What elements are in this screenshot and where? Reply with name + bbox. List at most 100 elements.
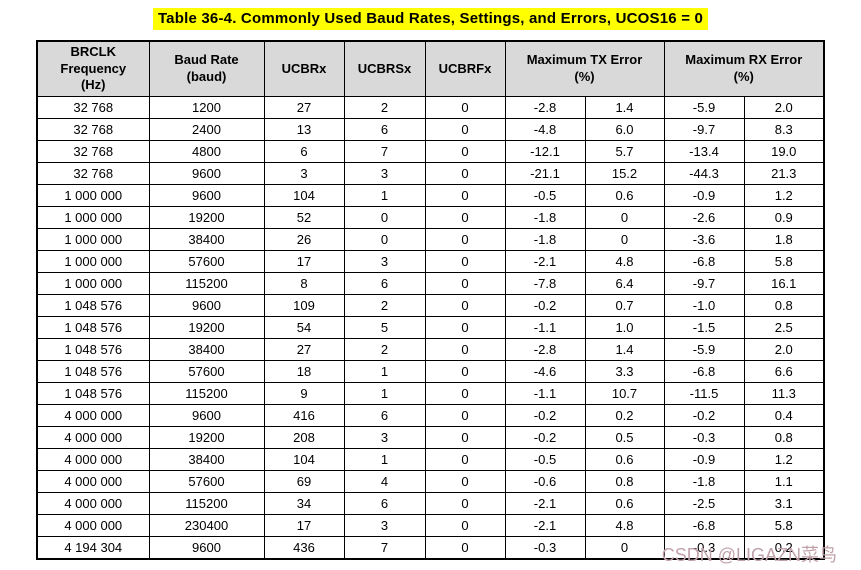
table-cell: 17: [263, 514, 345, 537]
table-cell: 27: [263, 96, 345, 119]
table-cell: 1: [343, 184, 426, 207]
table-cell: 0.6: [584, 492, 665, 515]
table-cell: -0.9: [663, 448, 745, 471]
table-row: 32 768 4800 6 7 0 -12.1 5.7 -13.4 19.0: [36, 140, 825, 163]
table-cell: 0.4: [743, 404, 825, 427]
table-title: Table 36-4. Commonly Used Baud Rates, Se…: [152, 8, 709, 30]
table-cell: 9600: [148, 162, 265, 185]
table-cell: -0.2: [663, 404, 745, 427]
table-cell: -1.8: [504, 228, 586, 251]
table-row: 4 000 000 9600 416 6 0 -0.2 0.2 -0.2 0.4: [36, 404, 825, 427]
table-cell: -0.2: [504, 294, 586, 317]
table-cell: 4 000 000: [36, 404, 150, 427]
table-cell: 9600: [148, 536, 265, 560]
table-cell: 0.8: [743, 294, 825, 317]
table-cell: -1.8: [663, 470, 745, 493]
table-cell: 19.0: [743, 140, 825, 163]
table-cell: 54: [263, 316, 345, 339]
table-cell: 5.8: [743, 514, 825, 537]
table-cell: 0: [584, 536, 665, 560]
table-cell: 38400: [148, 448, 265, 471]
table-cell: -1.1: [504, 382, 586, 405]
table-cell: -2.6: [663, 206, 745, 229]
table-cell: 5.8: [743, 250, 825, 273]
table-cell: 32 768: [36, 118, 150, 141]
table-cell: 32 768: [36, 96, 150, 119]
table-cell: 38400: [148, 228, 265, 251]
table-cell: -0.3: [663, 426, 745, 449]
table-cell: 3: [343, 426, 426, 449]
table-row: 4 000 000 230400 17 3 0 -2.1 4.8 -6.8 5.8: [36, 514, 825, 537]
table-cell: -0.5: [504, 184, 586, 207]
table-cell: -2.8: [504, 96, 586, 119]
table-cell: 0: [424, 184, 506, 207]
table-cell: 0.6: [584, 184, 665, 207]
table-cell: -0.2: [504, 426, 586, 449]
table-cell: 0: [343, 206, 426, 229]
table-cell: 0: [424, 338, 506, 361]
table-row: 1 000 000 9600 104 1 0 -0.5 0.6 -0.9 1.2: [36, 184, 825, 207]
table-cell: 2: [343, 294, 426, 317]
table-cell: 69: [263, 470, 345, 493]
table-cell: 0: [584, 228, 665, 251]
table-cell: 109: [263, 294, 345, 317]
table-cell: 6: [343, 118, 426, 141]
table-row: 32 768 1200 27 2 0 -2.8 1.4 -5.9 2.0: [36, 96, 825, 119]
table-cell: 4: [343, 470, 426, 493]
table-cell: 3: [343, 162, 426, 185]
table-row: 1 048 576 19200 54 5 0 -1.1 1.0 -1.5 2.5: [36, 316, 825, 339]
table-cell: 0.8: [584, 470, 665, 493]
table-cell: 0: [424, 162, 506, 185]
table-cell: -44.3: [663, 162, 745, 185]
table-row: 32 768 9600 3 3 0 -21.1 15.2 -44.3 21.3: [36, 162, 825, 185]
table-cell: 1 048 576: [36, 316, 150, 339]
table-cell: 2.5: [743, 316, 825, 339]
table-cell: 0: [424, 470, 506, 493]
table-cell: 3.1: [743, 492, 825, 515]
table-cell: -1.5: [663, 316, 745, 339]
column-header: UCBRFx: [424, 40, 506, 97]
table-cell: 1.8: [743, 228, 825, 251]
table-cell: -11.5: [663, 382, 745, 405]
table-cell: 0: [424, 448, 506, 471]
table-cell: 4 000 000: [36, 492, 150, 515]
table-cell: 0: [424, 404, 506, 427]
table-cell: 2: [343, 96, 426, 119]
table-cell: 1 048 576: [36, 360, 150, 383]
table-header-row: BRCLK Frequency (Hz) Baud Rate (baud) UCBR…: [36, 40, 825, 97]
table-cell: 3: [343, 250, 426, 273]
table-cell: -6.8: [663, 360, 745, 383]
table-cell: 0.9: [743, 206, 825, 229]
table-cell: 2400: [148, 118, 265, 141]
table-cell: 6: [343, 492, 426, 515]
table-cell: 57600: [148, 360, 265, 383]
table-cell: 0: [424, 272, 506, 295]
table-cell: 0: [424, 206, 506, 229]
table-cell: 0.7: [584, 294, 665, 317]
table-cell: 19200: [148, 426, 265, 449]
table-cell: -7.8: [504, 272, 586, 295]
table-cell: -21.1: [504, 162, 586, 185]
table-cell: 8.3: [743, 118, 825, 141]
table-cell: -0.2: [504, 404, 586, 427]
table-cell: 1.2: [743, 184, 825, 207]
table-row: 4 000 000 57600 69 4 0 -0.6 0.8 -1.8 1.1: [36, 470, 825, 493]
table-cell: -1.1: [504, 316, 586, 339]
table-cell: -0.5: [504, 448, 586, 471]
table-cell: 0: [424, 514, 506, 537]
table-cell: 32 768: [36, 140, 150, 163]
table-row: 1 000 000 38400 26 0 0 -1.8 0 -3.6 1.8: [36, 228, 825, 251]
table-cell: 1 000 000: [36, 228, 150, 251]
table-cell: 4.8: [584, 250, 665, 273]
table-cell: 0: [424, 294, 506, 317]
table-cell: 0: [424, 426, 506, 449]
table-cell: -5.9: [663, 96, 745, 119]
table-cell: 416: [263, 404, 345, 427]
table-cell: 0: [424, 250, 506, 273]
table-cell: 52: [263, 206, 345, 229]
table-row: 1 048 576 57600 18 1 0 -4.6 3.3 -6.8 6.6: [36, 360, 825, 383]
table-cell: 115200: [148, 382, 265, 405]
table-cell: 0.2: [743, 536, 825, 560]
table-cell: 0: [424, 140, 506, 163]
